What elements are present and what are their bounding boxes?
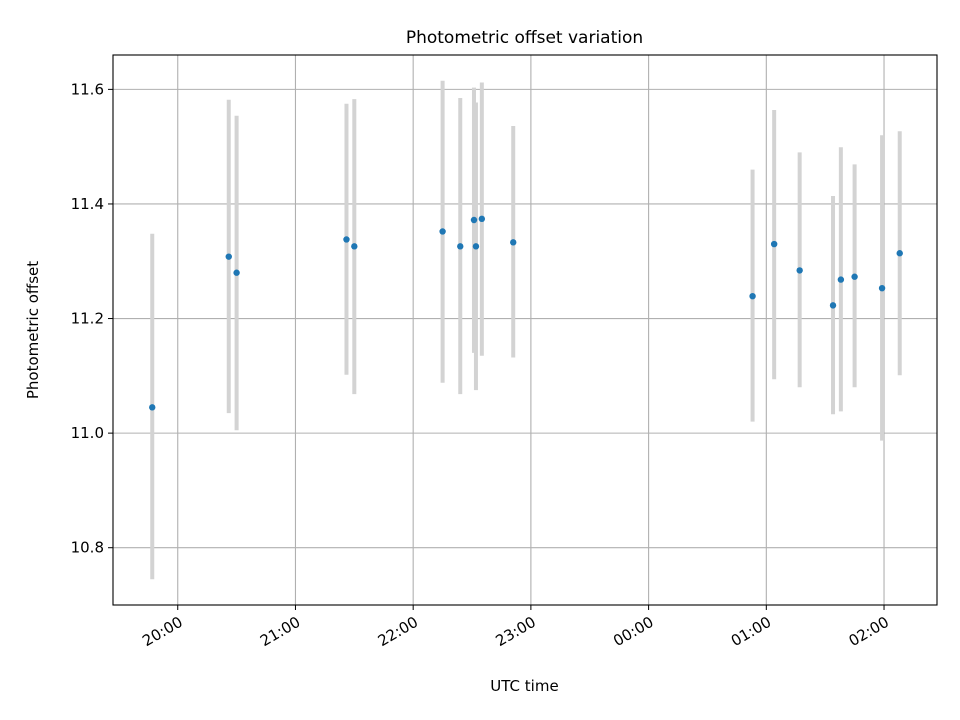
data-point <box>149 404 156 411</box>
y-axis-label: Photometric offset <box>24 261 42 399</box>
chart-title: Photometric offset variation <box>406 28 643 48</box>
x-axis-label: UTC time <box>490 677 558 695</box>
data-point <box>829 302 837 309</box>
data-point <box>343 236 350 243</box>
data-point <box>770 240 778 248</box>
y-tick-label: 11.6 <box>71 80 104 98</box>
data-point <box>878 284 886 292</box>
data-point <box>837 276 845 283</box>
data-point <box>439 228 446 235</box>
axes-frame <box>112 54 938 606</box>
data-point <box>225 253 232 260</box>
y-tick-label: 11.0 <box>71 424 104 442</box>
data-point <box>472 243 480 250</box>
data-point <box>851 273 858 280</box>
data-point <box>470 216 478 224</box>
data-point <box>896 250 903 257</box>
y-axis-ticks: 10.8 11.0 11.2 11.4 11.6 <box>71 80 113 557</box>
y-tick-label: 11.2 <box>71 310 104 328</box>
data-points <box>149 215 903 411</box>
data-point <box>796 267 803 274</box>
y-tick-label: 11.4 <box>71 195 104 213</box>
data-point <box>510 239 517 246</box>
data-point <box>233 269 240 276</box>
y-tick-label: 10.8 <box>71 539 104 557</box>
data-point <box>478 215 486 223</box>
data-point <box>457 243 464 250</box>
data-point <box>351 243 358 250</box>
data-point <box>749 292 756 300</box>
